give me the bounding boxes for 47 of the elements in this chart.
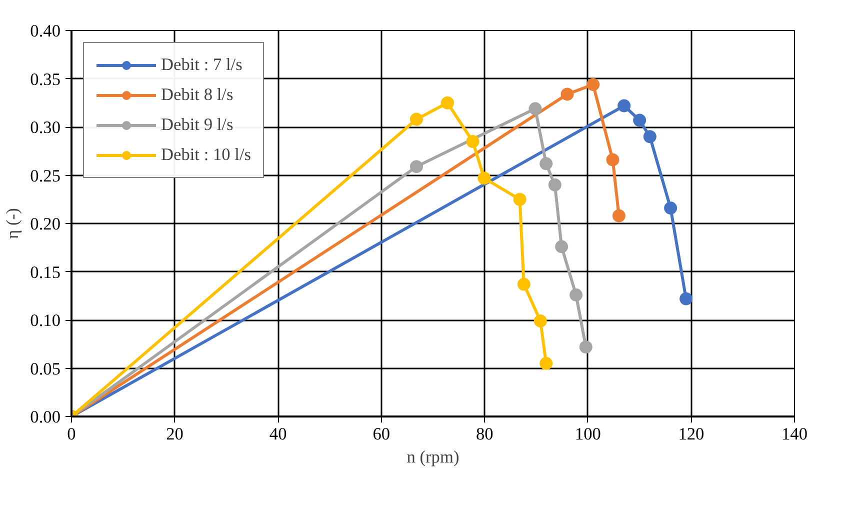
point [555,240,568,254]
y-axis-title: η (-) [3,208,22,239]
point [612,209,626,222]
point [680,292,693,306]
x-tick-label: 140 [782,424,808,444]
y-tick-label: 0.20 [30,214,61,234]
y-tick-label: 0.05 [30,359,61,378]
y-tick-label: 0.30 [30,118,61,137]
point [586,78,600,92]
point [478,172,491,185]
point [548,178,562,192]
point [540,157,553,170]
y-tick-label: 0.25 [30,166,61,186]
point [466,134,480,148]
point [517,278,530,291]
point [643,130,656,144]
point [664,202,678,215]
point [528,102,542,116]
x-tick-label: 100 [574,424,601,444]
point [633,114,646,127]
legend-label: Debit 8 l/s [161,85,234,105]
point [579,340,592,354]
x-tick-label: 60 [372,424,390,444]
x-tick-label: 0 [67,424,76,444]
x-tick-label: 20 [166,424,184,444]
point [513,192,526,206]
x-tick-label: 120 [678,424,704,444]
legend-label: Debit : 10 l/s [161,145,252,165]
x-axis-title: n (rpm) [406,448,460,466]
point [570,288,583,302]
point [410,112,423,126]
y-tick-label: 0.10 [30,311,61,330]
point [618,99,631,112]
legend-label: Debit : 7 l/s [161,55,242,75]
point [534,314,547,328]
y-tick-label: 0.40 [30,22,61,40]
point [540,356,553,370]
point [410,160,423,174]
point [560,88,574,101]
x-tick-label: 80 [476,424,494,444]
point [606,153,620,166]
legend-label: Debit 9 l/s [161,115,234,135]
y-tick-label: 0.15 [30,262,61,282]
point [440,96,454,110]
x-tick-label: 40 [269,424,287,444]
y-tick-label: 0.35 [30,70,61,89]
y-tick-label: 0.00 [30,408,61,426]
